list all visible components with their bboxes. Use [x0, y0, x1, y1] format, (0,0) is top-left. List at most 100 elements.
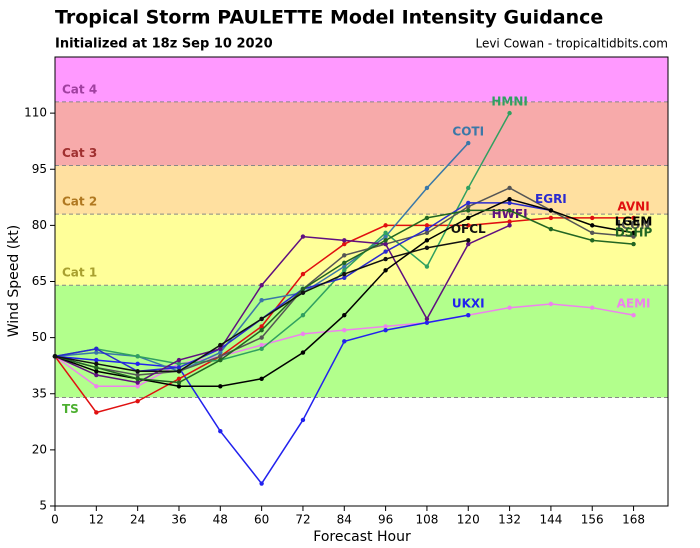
model-point — [300, 417, 306, 423]
x-tick-label: 96 — [378, 513, 393, 527]
model-point — [631, 230, 636, 236]
model-point — [424, 230, 430, 236]
y-tick-label: 35 — [32, 386, 47, 400]
model-point — [548, 226, 554, 232]
y-tick-label: 95 — [32, 162, 47, 176]
model-point — [176, 365, 182, 370]
model-point — [507, 196, 512, 202]
model-point — [94, 365, 99, 370]
model-point — [590, 305, 595, 310]
model-point — [52, 354, 58, 359]
model-point — [590, 238, 595, 243]
model-point — [94, 369, 99, 374]
model-point — [135, 361, 140, 367]
intensity-band — [55, 101, 668, 166]
band-label: Cat 1 — [62, 266, 97, 280]
model-point — [342, 238, 347, 243]
model-point — [466, 238, 471, 243]
model-point — [383, 230, 388, 236]
model-point — [383, 324, 388, 329]
x-tick-label: 156 — [581, 513, 604, 527]
model-point — [176, 380, 182, 385]
x-tick-label: 108 — [415, 513, 438, 527]
model-point — [342, 339, 347, 344]
band-label: Cat 2 — [62, 195, 97, 209]
model-point — [259, 346, 264, 352]
model-point — [342, 264, 347, 269]
intensity-band — [55, 285, 668, 398]
x-tick-label: 132 — [498, 513, 521, 527]
intensity-band — [55, 214, 668, 286]
model-point — [135, 384, 140, 389]
model-point — [94, 372, 99, 378]
model-point — [259, 342, 264, 348]
model-point — [548, 301, 554, 307]
model-point — [135, 380, 140, 385]
model-point — [94, 361, 99, 367]
model-point — [300, 271, 306, 277]
model-point — [259, 481, 264, 486]
model-point — [631, 215, 636, 221]
x-tick-label: 144 — [539, 513, 562, 527]
x-axis-label: Forecast Hour — [313, 529, 411, 545]
model-point — [424, 238, 430, 243]
model-point — [507, 219, 512, 224]
model-point — [218, 357, 223, 363]
y-axis-label: Wind Speed (kt) — [6, 225, 22, 338]
y-tick-label: 65 — [32, 274, 47, 288]
band-label: TS — [62, 402, 79, 416]
model-point — [259, 327, 264, 333]
model-point — [94, 357, 99, 363]
model-point — [507, 185, 512, 191]
model-label: ICON — [617, 218, 651, 232]
model-point — [176, 384, 182, 389]
model-point — [424, 245, 430, 251]
model-point — [424, 185, 430, 191]
y-tick-label: 20 — [32, 442, 47, 456]
model-label: EGRI — [535, 192, 567, 206]
model-point — [424, 264, 430, 269]
model-point — [590, 230, 595, 236]
model-point — [135, 376, 140, 381]
model-point — [218, 346, 223, 352]
model-point — [342, 253, 347, 258]
x-tick-label: 24 — [130, 513, 145, 527]
model-point — [259, 376, 264, 381]
model-point — [176, 376, 182, 381]
x-tick-label: 12 — [89, 513, 104, 527]
model-point — [631, 312, 636, 318]
model-point — [300, 331, 306, 337]
model-point — [383, 249, 388, 254]
model-point — [590, 215, 595, 221]
model-point — [135, 354, 140, 359]
x-tick-label: 120 — [457, 513, 480, 527]
model-point — [383, 327, 388, 333]
model-point — [383, 241, 388, 247]
model-point — [94, 346, 99, 352]
model-point — [259, 335, 264, 340]
model-point — [342, 271, 347, 277]
model-label: LGEM — [615, 214, 653, 228]
y-tick-label: 80 — [32, 218, 47, 232]
model-label: OFCL — [451, 222, 486, 236]
model-line — [54, 224, 510, 384]
model-point — [300, 290, 306, 295]
model-point — [424, 226, 430, 232]
model-point — [218, 384, 223, 389]
model-point — [342, 260, 347, 265]
model-point — [342, 268, 347, 273]
model-point — [94, 384, 99, 389]
model-label: DSHP — [615, 226, 653, 240]
model-point — [507, 200, 512, 206]
subtitle: Initialized at 18z Sep 10 2020 — [55, 37, 273, 52]
model-point — [466, 185, 471, 191]
model-label: AEMI — [617, 297, 651, 311]
model-label: AVNI — [617, 199, 649, 213]
model-point — [590, 223, 595, 228]
model-point — [135, 369, 140, 374]
model-point — [548, 208, 554, 213]
model-point — [383, 268, 388, 273]
model-point — [507, 305, 512, 310]
band-label: Cat 3 — [62, 146, 97, 160]
